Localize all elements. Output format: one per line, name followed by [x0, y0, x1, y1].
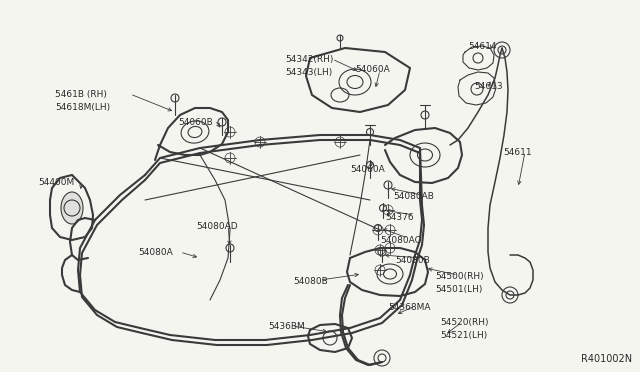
Text: 54376: 54376 [385, 213, 413, 222]
Text: 54342(RH): 54342(RH) [285, 55, 333, 64]
Text: 54618M(LH): 54618M(LH) [55, 103, 110, 112]
Text: 54501(LH): 54501(LH) [435, 285, 483, 294]
Text: 54611: 54611 [503, 148, 532, 157]
Text: 54613: 54613 [474, 82, 502, 91]
Text: 54060B: 54060B [178, 118, 212, 127]
Text: 54060A: 54060A [355, 65, 390, 74]
Text: 54080AC: 54080AC [380, 236, 421, 245]
Text: 54614: 54614 [468, 42, 497, 51]
Text: 54400M: 54400M [38, 178, 74, 187]
Text: 54521(LH): 54521(LH) [440, 331, 487, 340]
Text: 54368MA: 54368MA [388, 303, 431, 312]
Text: 54080AD: 54080AD [196, 222, 237, 231]
Text: 54520(RH): 54520(RH) [440, 318, 488, 327]
Text: 54080A: 54080A [138, 248, 173, 257]
Text: 54080AB: 54080AB [393, 192, 434, 201]
Text: 5436BM: 5436BM [268, 322, 305, 331]
Ellipse shape [61, 192, 83, 224]
Text: 5461B (RH): 5461B (RH) [55, 90, 107, 99]
Text: 54080B: 54080B [293, 277, 328, 286]
Text: 54343(LH): 54343(LH) [285, 68, 332, 77]
Text: 54060A: 54060A [350, 165, 385, 174]
Text: R401002N: R401002N [581, 354, 632, 364]
Text: 54080B: 54080B [395, 256, 429, 265]
Text: 54500(RH): 54500(RH) [435, 272, 484, 281]
